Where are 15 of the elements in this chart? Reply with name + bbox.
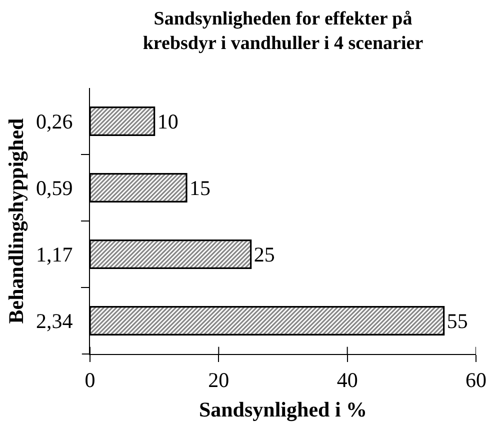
x-axis-title: Sandsynlighed i % — [198, 397, 368, 422]
y-tick-label: 2,34 — [36, 309, 74, 334]
chart-title: Sandsynligheden for effekter på krebsdyr i vandhuller i 4 scenarier — [142, 8, 424, 54]
x-tick-label: 20 — [208, 368, 230, 392]
y-tick-label: 0,26 — [36, 110, 73, 134]
x-tick-label: 60 — [466, 368, 486, 392]
data-label: 25 — [254, 242, 275, 266]
x-tick-label: 0 — [84, 368, 96, 392]
y-tick-label: 1,17 — [36, 242, 73, 267]
y-axis-title: Behandlingshyppighed — [4, 118, 28, 324]
data-label: 10 — [157, 109, 178, 134]
data-label: 15 — [190, 176, 210, 200]
x-tick-label: 40 — [336, 368, 358, 392]
data-label: 55 — [446, 308, 468, 333]
y-tick-label: 0,59 — [36, 176, 73, 200]
